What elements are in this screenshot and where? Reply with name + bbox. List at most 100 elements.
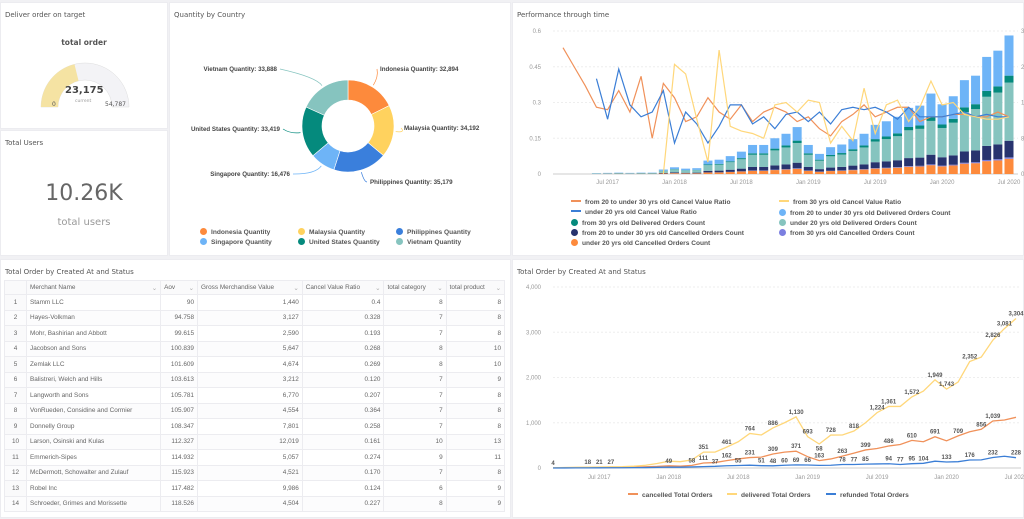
table-cell: 0.4 [302,295,384,311]
column-header[interactable]: Merchant Name⌄ [27,281,161,295]
legend-dot-icon [298,238,305,245]
table-cell: 9,986 [198,481,303,497]
table-cell: 10 [446,357,504,373]
legend-label: from 20 to under 30 yrs old Cancelled Or… [582,230,744,237]
table-cell: 0.120 [302,372,384,388]
table-cell: 90 [161,295,198,311]
table-cell: McDermott, Schowalter and Zulauf [27,465,161,481]
legend-item[interactable]: from 20 to under 30 yrs old Cancel Value… [571,199,730,206]
legend-item[interactable]: refunded Total Orders [826,492,909,499]
table-cell: 7 [384,465,446,481]
legend-item[interactable]: Singapore Quantity [200,238,272,246]
chevron-down-icon[interactable]: ⌄ [152,284,157,292]
table-cell: 9 [446,496,504,512]
row-index: 11 [5,450,27,466]
row-index-header [5,281,27,295]
legend-dot-icon [571,219,578,226]
legend-item[interactable]: Malaysia Quantity [298,228,365,236]
table-cell: 0.258 [302,419,384,435]
table-cell: 112.327 [161,434,198,450]
chevron-down-icon[interactable]: ⌄ [496,284,501,292]
table-cell: Balistreri, Welch and Hills [27,372,161,388]
table-cell: 0.170 [302,465,384,481]
row-index: 2 [5,310,27,326]
chevron-down-icon[interactable]: ⌄ [293,284,298,292]
table-cell: Zemlak LLC [27,357,161,373]
total-users-label: total users [1,217,167,228]
column-header-label: total product [450,284,485,291]
column-header[interactable]: Aov⌄ [161,281,198,295]
table-cell: 115.923 [161,465,198,481]
legend-item[interactable]: under 20 yrs old Delivered Orders Count [779,219,917,227]
legend-item[interactable]: delivered Total Orders [727,492,811,499]
legend-item[interactable]: from 20 to under 30 yrs old Cancelled Or… [571,229,744,237]
legend-line-icon [826,493,836,495]
gauge-chart [1,3,169,113]
row-index: 8 [5,403,27,419]
legend-item[interactable]: Philippines Quantity [396,228,471,236]
table-cell: VonRueden, Considine and Cormier [27,403,161,419]
legend-item[interactable]: from 30 yrs old Cancelled Orders Count [779,229,915,237]
panel-title: Total Users [5,139,43,147]
row-index: 7 [5,388,27,404]
legend-line-icon [571,210,581,212]
legend-item[interactable]: Indonesia Quantity [200,228,270,236]
legend-item[interactable]: from 30 yrs old Cancel Value Ratio [779,199,901,206]
legend-item[interactable]: from 20 to under 30 yrs old Delivered Or… [779,209,951,217]
table-cell: 0.364 [302,403,384,419]
table-cell: 0.269 [302,357,384,373]
table-cell: 0.193 [302,326,384,342]
column-header[interactable]: total product ⌄ [446,281,504,295]
table-cell: 100.839 [161,341,198,357]
table-cell: Robel Inc [27,481,161,497]
legend-label: from 30 yrs old Cancelled Orders Count [790,230,915,237]
gauge-max: 54,787 [105,101,126,108]
legend-item[interactable]: under 20 yrs old Cancelled Orders Count [571,239,710,247]
legend-item[interactable]: from 30 yrs old Delivered Orders Count [571,219,705,227]
legend-label: from 30 yrs old Delivered Orders Count [582,220,705,227]
table-cell: 0.161 [302,434,384,450]
column-header[interactable]: Cancel Value Ratio⌄ [302,281,384,295]
legend-item[interactable]: Vietnam Quantity [396,238,461,246]
table-cell: 8 [384,341,446,357]
table-cell: Larson, Osinski and Kulas [27,434,161,450]
table-cell: 11 [446,450,504,466]
total-users-value: 10.26K [1,181,167,206]
column-header[interactable]: Gross Merchandise Value⌄ [198,281,303,295]
legend-line-icon [571,200,581,202]
legend-item[interactable]: cancelled Total Orders [628,492,713,499]
pie-legend: Indonesia Quantity Malaysia Quantity Phili… [170,3,512,257]
chevron-down-icon[interactable]: ⌄ [189,284,194,292]
merchant-table-panel: Total Order by Created At and Status Mer… [0,259,511,518]
legend-label: delivered Total Orders [741,492,811,499]
legend-line-icon [727,493,737,495]
legend-item[interactable]: United States Quantity [298,238,380,246]
row-index: 14 [5,496,27,512]
merchant-table: Merchant Name⌄Aov⌄Gross Merchandise Valu… [4,280,505,512]
legend-item[interactable]: under 20 yrs old Cancel Value Ratio [571,209,697,216]
legend-dot-icon [396,238,403,245]
chevron-down-icon[interactable]: ⌄ [437,284,442,292]
legend-label: from 20 to under 30 yrs old Delivered Or… [790,210,951,217]
legend-label: Vietnam Quantity [407,239,461,246]
table-cell: 117.482 [161,481,198,497]
column-header[interactable]: total category⌄ [384,281,446,295]
table-cell: 2,590 [198,326,303,342]
gauge-value: 23,175 [65,85,104,96]
chevron-down-icon[interactable]: ⌄ [375,284,380,292]
